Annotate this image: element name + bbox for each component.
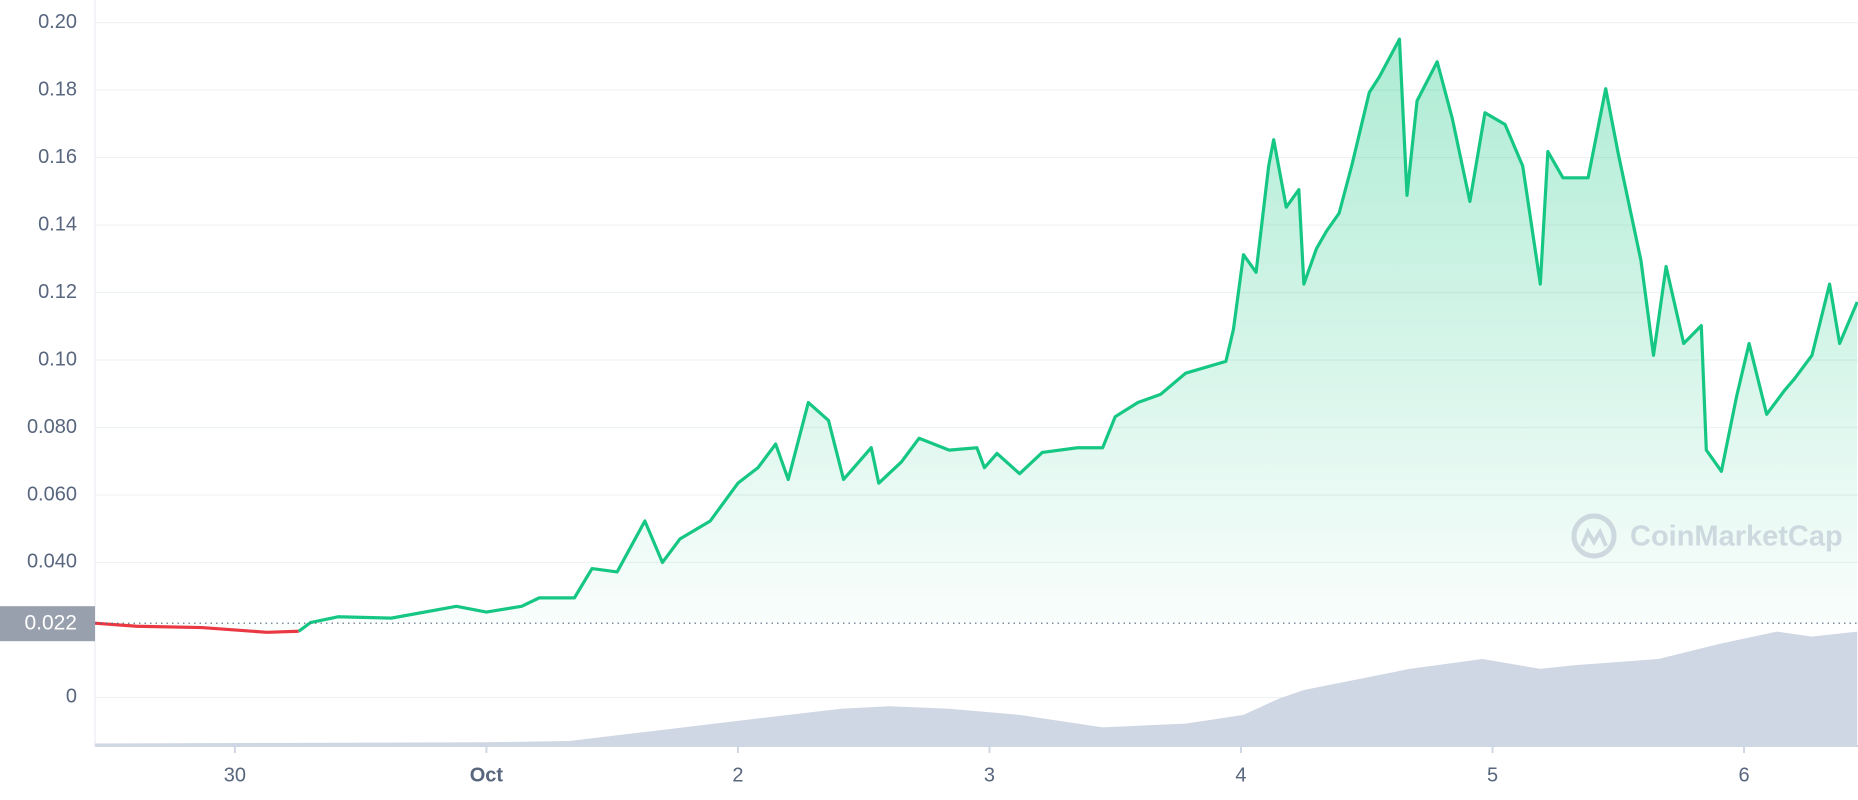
price-line-down — [94, 621, 299, 634]
price-line — [297, 37, 1858, 633]
x-tick-label: Oct — [470, 764, 504, 786]
watermark-logo-mark — [1580, 527, 1608, 547]
price-marker-label: 0.022 — [24, 612, 77, 635]
x-tick-label: 2 — [732, 764, 743, 786]
y-tick-label: 0.18 — [38, 78, 77, 100]
x-tick-label: 4 — [1235, 764, 1246, 786]
watermark-logo — [1571, 513, 1617, 559]
y-tick-label: 0.060 — [27, 483, 77, 505]
volume-area — [95, 631, 1858, 746]
y-tick-label: 0 — [66, 686, 77, 708]
watermark-text: CoinMarketCap — [1630, 521, 1843, 553]
watermark: CoinMarketCap — [1571, 513, 1843, 559]
x-tick-label: 5 — [1487, 764, 1498, 786]
y-tick-label: 0.20 — [38, 11, 77, 33]
x-tick-label: 6 — [1738, 764, 1749, 786]
y-tick-label: 0.10 — [38, 348, 77, 370]
x-tick-label: 3 — [984, 764, 995, 786]
y-tick-label: 0.080 — [27, 416, 77, 438]
price-marker-box — [0, 606, 95, 642]
price-area — [95, 39, 1858, 633]
y-tick-label: 0.14 — [38, 213, 77, 235]
y-tick-label: 0.040 — [27, 551, 77, 573]
x-tick-label: 30 — [224, 764, 246, 786]
y-tick-label: 0.16 — [38, 146, 77, 168]
y-tick-label: 0.12 — [38, 281, 77, 303]
